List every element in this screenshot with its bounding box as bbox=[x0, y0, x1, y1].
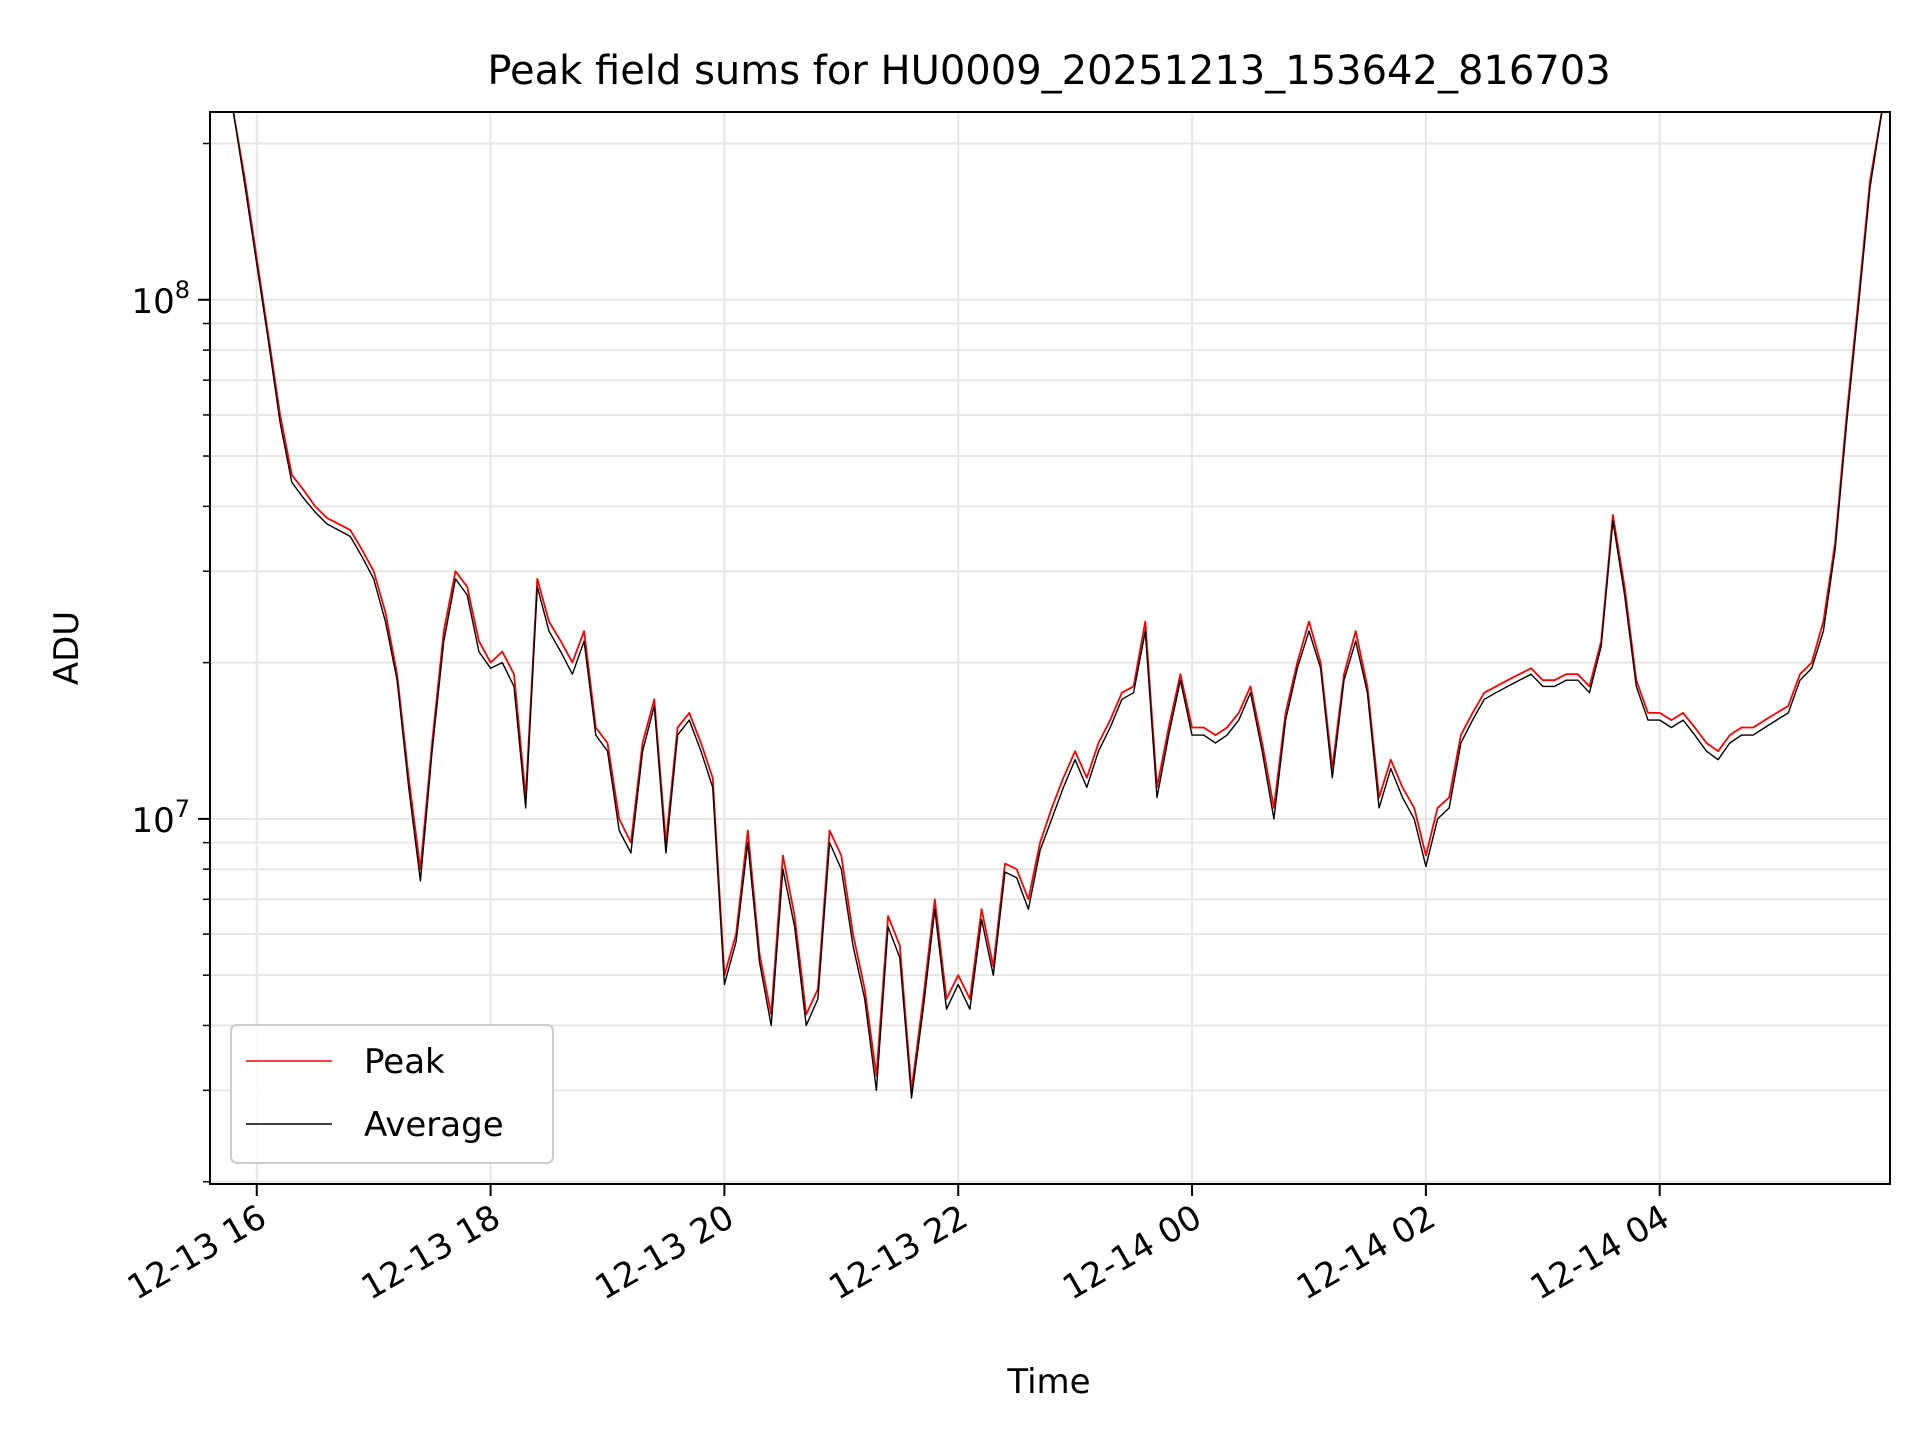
series-line-average bbox=[232, 112, 1883, 1099]
legend-box bbox=[230, 1024, 554, 1164]
x-axis-label: Time bbox=[1006, 1362, 1090, 1402]
plot-frame bbox=[209, 111, 1891, 1185]
chart-title: Peak field sums for HU0009_20251213_1536… bbox=[487, 48, 1610, 94]
y-tick-label: 107 bbox=[131, 795, 190, 841]
series-layer bbox=[232, 112, 1883, 1099]
legend: Peak Average bbox=[230, 1024, 554, 1164]
y-tick-label: 108 bbox=[131, 276, 190, 322]
y-axis-ticks: 107 108 bbox=[131, 142, 210, 1183]
legend-label-average: Average bbox=[364, 1105, 504, 1145]
y-axis-label: ADU bbox=[47, 611, 87, 685]
legend-label-peak: Peak bbox=[364, 1042, 445, 1082]
